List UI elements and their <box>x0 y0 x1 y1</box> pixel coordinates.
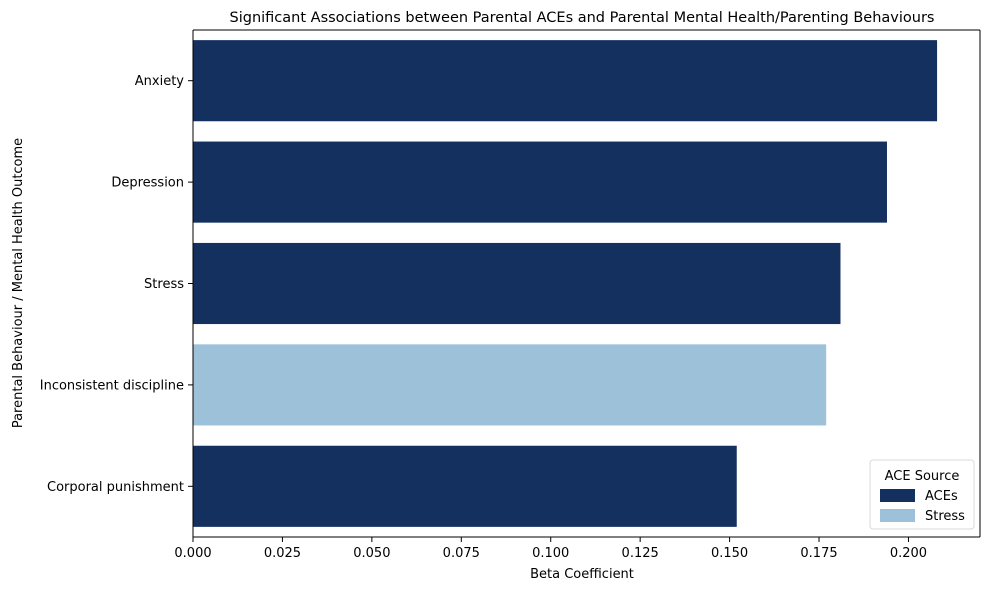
x-tick-label: 0.050 <box>353 546 390 561</box>
y-axis-ticks: Anxiety Depression Stress Inconsistent disc… <box>40 74 193 495</box>
x-axis-label: Beta Coefficient <box>530 567 634 582</box>
bar-corporal-punishment <box>193 445 737 527</box>
x-tick-label: 0.000 <box>174 546 211 561</box>
bar-anxiety <box>193 40 938 122</box>
y-tick-label: Depression <box>111 176 184 191</box>
bars-group <box>193 40 938 527</box>
bar-stress <box>193 242 841 325</box>
y-axis-label: Parental Behaviour / Mental Health Outco… <box>11 138 26 428</box>
chart-title: Significant Associations between Parenta… <box>230 10 935 26</box>
x-tick-label: 0.025 <box>264 546 301 561</box>
y-tick-label: Stress <box>144 277 184 292</box>
y-tick-label: Inconsistent discipline <box>40 378 184 393</box>
x-tick-label: 0.200 <box>890 546 927 561</box>
legend-label-stress: Stress <box>925 509 965 524</box>
x-tick-label: 0.175 <box>800 546 837 561</box>
plot-frame <box>192 29 981 538</box>
y-tick-label: Anxiety <box>135 74 185 89</box>
x-tick-label: 0.100 <box>532 546 569 561</box>
legend-label-aces: ACEs <box>925 489 958 504</box>
x-tick-label: 0.150 <box>711 546 748 561</box>
bar-inconsistent-discipline <box>193 344 827 426</box>
y-tick-label: Corporal punishment <box>47 480 184 495</box>
legend-title: ACE Source <box>885 469 960 484</box>
legend-swatch-aces <box>880 489 915 502</box>
x-axis-ticks: 0.000 0.025 0.050 0.075 0.100 0.125 0.150 0.175… <box>174 537 927 561</box>
legend-swatch-stress <box>880 509 915 522</box>
bar-depression <box>193 141 887 223</box>
x-tick-label: 0.075 <box>443 546 480 561</box>
x-tick-label: 0.125 <box>622 546 659 561</box>
legend: ACE Source ACEs Stress <box>869 459 975 530</box>
